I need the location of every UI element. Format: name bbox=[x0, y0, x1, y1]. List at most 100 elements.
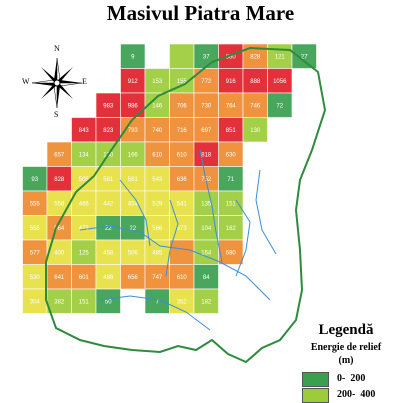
grid-cell-value: 630 bbox=[226, 152, 237, 158]
grid-cell-value: 7 bbox=[156, 299, 160, 305]
grid-cell-value: 162 bbox=[226, 226, 237, 232]
grid-cell-fill bbox=[242, 92, 268, 118]
grid-cell-value: 304 bbox=[30, 299, 41, 305]
grid-cell: 466 bbox=[71, 190, 97, 216]
grid-cell-value: 84 bbox=[203, 275, 210, 281]
grid-cell-fill bbox=[95, 92, 121, 118]
grid-cell-fill bbox=[193, 117, 219, 143]
grid-cell-fill bbox=[169, 117, 195, 143]
grid-cell-fill bbox=[46, 190, 72, 216]
grid-cell-value: 916 bbox=[226, 79, 237, 85]
grid-cell: 27 bbox=[291, 43, 317, 69]
grid-cell-value: 27 bbox=[301, 54, 308, 60]
legend: Legendă Energie de relief (m) 0- 200 200… bbox=[296, 322, 396, 403]
grid-cell-fill bbox=[120, 43, 146, 69]
grid-cell: 983 bbox=[95, 92, 121, 118]
grid-cell-fill bbox=[193, 288, 219, 314]
grid-cell-value: 706 bbox=[177, 103, 188, 109]
grid-cell-value: 601 bbox=[79, 275, 90, 281]
grid-cell: 125 bbox=[71, 239, 97, 265]
grid-cell: 706 bbox=[169, 92, 195, 118]
grid-cell: 530 bbox=[22, 264, 48, 290]
grid-cell-value: 610 bbox=[152, 152, 163, 158]
grid-cell: 37 bbox=[193, 43, 219, 69]
grid-cell: 454 bbox=[120, 190, 146, 216]
grid-cell-value: 458 bbox=[103, 250, 114, 256]
grid-cell-fill bbox=[22, 190, 48, 216]
grid-cell-fill bbox=[193, 92, 219, 118]
grid-cell-fill bbox=[193, 190, 219, 216]
grid-cell-fill bbox=[218, 239, 244, 265]
grid-cell-fill bbox=[144, 190, 170, 216]
grid-cell-value: 153 bbox=[152, 79, 163, 85]
grid-cell-value: 793 bbox=[128, 128, 139, 134]
grid-cell-value: 828 bbox=[54, 177, 65, 183]
grid-cell: 581 bbox=[95, 166, 121, 192]
river-1 bbox=[79, 225, 271, 301]
grid-cell: 72 bbox=[267, 92, 293, 118]
grid-cell-value: 581 bbox=[103, 177, 114, 183]
grid-cell: 1056 bbox=[267, 68, 293, 94]
compass-east-label: E bbox=[82, 77, 87, 86]
grid-cell-value: 818 bbox=[201, 152, 212, 158]
map-title: Masivul Piatra Mare bbox=[106, 1, 295, 25]
grid-cell-fill bbox=[169, 264, 195, 290]
grid-cell-fill bbox=[46, 264, 72, 290]
grid-cell-value: 843 bbox=[79, 128, 90, 134]
river-7 bbox=[165, 199, 179, 277]
grid-cell-fill bbox=[169, 166, 195, 192]
grid-cell: 680 bbox=[218, 239, 244, 265]
grid-cell-value: 555 bbox=[30, 201, 41, 207]
grid-cell: 986 bbox=[120, 92, 146, 118]
grid-cell: 166 bbox=[120, 141, 146, 167]
grid-cell bbox=[169, 239, 195, 265]
grid-cell: 558 bbox=[46, 190, 72, 216]
grid-cell-fill bbox=[71, 190, 97, 216]
grid-cell-fill bbox=[95, 190, 121, 216]
grid-cell-value: 764 bbox=[226, 103, 237, 109]
grid-cell-fill bbox=[71, 288, 97, 314]
river-network bbox=[79, 149, 277, 331]
grid-cell-fill bbox=[169, 239, 195, 265]
grid-cell-fill bbox=[218, 190, 244, 216]
legend-swatch-0-200 bbox=[302, 372, 329, 387]
grid-cell-value: 641 bbox=[54, 275, 65, 281]
grid-cell-value: 505 bbox=[79, 177, 90, 183]
grid-cell-value: 566 bbox=[152, 226, 163, 232]
grid-cell-fill bbox=[291, 43, 317, 69]
grid-cell-fill bbox=[169, 141, 195, 167]
grid-cell-fill bbox=[144, 141, 170, 167]
grid-cell-fill bbox=[242, 68, 268, 94]
grid-cell-value: 747 bbox=[152, 275, 163, 281]
grid-cell-value: 22 bbox=[105, 226, 112, 232]
grid-cell: 84 bbox=[193, 264, 219, 290]
grid-cell-fill bbox=[267, 68, 293, 94]
grid-cell-fill bbox=[120, 190, 146, 216]
grid-cell-value: 382 bbox=[54, 299, 65, 305]
grid-cell-value: 134 bbox=[79, 152, 90, 158]
grid-cell: 747 bbox=[144, 264, 170, 290]
grid-cell: 851 bbox=[218, 117, 244, 143]
river-5 bbox=[99, 295, 211, 331]
grid-cell-value: 151 bbox=[79, 299, 90, 305]
grid-cell-value: 740 bbox=[152, 128, 163, 134]
grid-cell: 304 bbox=[22, 288, 48, 314]
grid-cell: 555 bbox=[22, 190, 48, 216]
grid-cell: 352 bbox=[169, 288, 195, 314]
grid-cell: 764 bbox=[218, 92, 244, 118]
grid-cell: 50 bbox=[95, 288, 121, 314]
grid-cell-value: 71 bbox=[227, 177, 234, 183]
grid-cell-value: 472 bbox=[79, 226, 90, 232]
grid-cell-value: 50 bbox=[105, 299, 112, 305]
river-4 bbox=[255, 169, 277, 255]
grid-cell-fill bbox=[267, 92, 293, 118]
compass-rose: N S E W bbox=[22, 44, 88, 119]
legend-title: Legendă bbox=[318, 322, 374, 338]
grid-cell-value: 400 bbox=[54, 250, 65, 256]
grid-cell: 130 bbox=[242, 117, 268, 143]
grid-cell bbox=[169, 43, 195, 69]
grid-cell-value: 530 bbox=[30, 275, 41, 281]
grid-cell-value: 454 bbox=[128, 201, 139, 207]
grid-cell-fill bbox=[22, 288, 48, 314]
